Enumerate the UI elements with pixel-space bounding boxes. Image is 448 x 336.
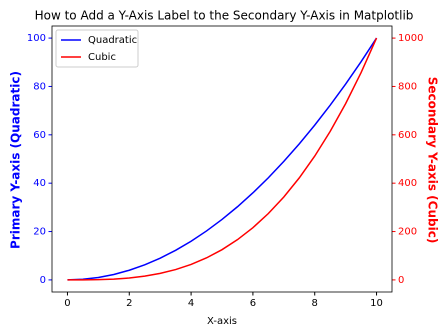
y2-tick-label: 400	[398, 178, 417, 189]
y-tick-label: 40	[33, 178, 46, 189]
y2-tick-label: 0	[398, 275, 404, 286]
legend-label: Quadratic	[88, 35, 137, 46]
x-tick-label: 8	[312, 298, 318, 309]
y2-tick-label: 800	[398, 81, 417, 92]
plot-frame	[51, 25, 393, 293]
y-axis-label: Primary Y-axis (Quadratic)	[9, 71, 23, 249]
y2-tick-label: 1000	[398, 33, 423, 44]
x-tick-label: 4	[188, 298, 194, 309]
y2-axis-label: Secondary Y-axis (Cubic)	[426, 77, 440, 244]
y-tick-label: 100	[27, 33, 46, 44]
y2-tick-label: 200	[398, 227, 417, 238]
line-series	[67, 37, 378, 281]
legend-label: Cubic	[88, 52, 116, 63]
x-tick-label: 10	[370, 298, 383, 309]
x-tick-label: 2	[126, 298, 132, 309]
y-tick-label: 0	[40, 275, 46, 286]
x-tick-label: 0	[64, 298, 70, 309]
line-series	[67, 37, 378, 281]
chart-title: How to Add a Y-Axis Label to the Seconda…	[35, 9, 414, 23]
y-tick-label: 80	[33, 81, 46, 92]
y-tick-label: 60	[33, 130, 46, 141]
y-tick-label: 20	[33, 227, 46, 238]
x-axis-label: X-axis	[207, 316, 237, 327]
y2-tick-label: 600	[398, 130, 417, 141]
x-tick-label: 6	[250, 298, 256, 309]
